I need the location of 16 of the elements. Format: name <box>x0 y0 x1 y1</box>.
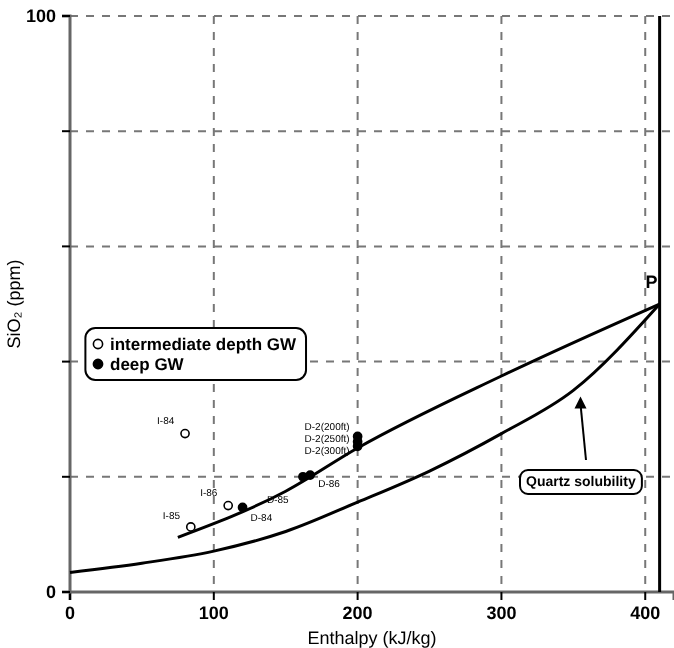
legend-label: intermediate depth GW <box>110 334 299 354</box>
point <box>305 470 316 480</box>
x-tick-label: 0 <box>64 602 76 623</box>
x-tick-label: 100 <box>198 602 229 623</box>
point <box>237 502 248 513</box>
x-tick-label: 300 <box>486 602 517 623</box>
x-tick-label: 400 <box>630 602 661 623</box>
point <box>180 428 190 439</box>
y-axis-title: SiO₂ (ppm) <box>4 259 24 349</box>
legend-label: deep GW <box>110 354 186 374</box>
point <box>185 522 196 532</box>
point <box>298 471 308 482</box>
annotation: P <box>645 272 658 292</box>
x-axis-title: Enthalpy (kJ/kg) <box>307 628 437 648</box>
x-tick-label: 200 <box>342 602 373 623</box>
point <box>223 500 234 511</box>
